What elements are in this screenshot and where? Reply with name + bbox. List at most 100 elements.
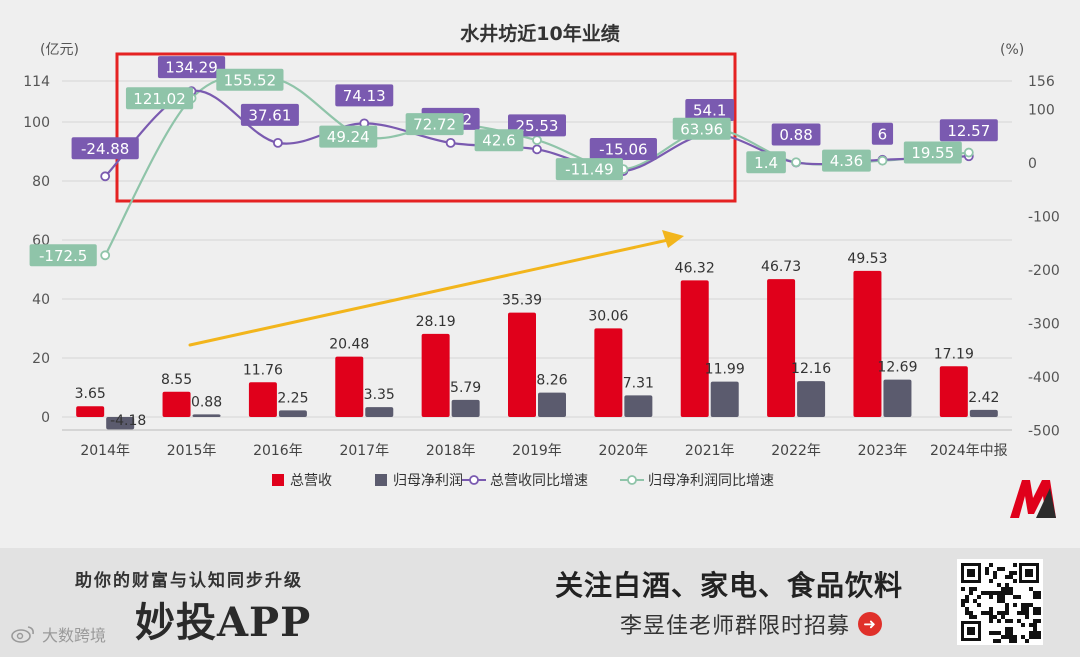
label-revenue-growth: 6 — [878, 125, 888, 143]
label-profit-growth-bg — [319, 125, 378, 148]
label-profit-growth-box: 155.52 — [216, 68, 284, 91]
chart-area: 水井坊近10年业绩 (亿元) (%) 0 20 40 60 80 100 114 156 100… — [23, 22, 1060, 518]
label-profit-growth: 63.96 — [680, 120, 723, 138]
label-profit-growth-box: 42.6 — [474, 129, 524, 152]
bar-label-profit: 8.26 — [536, 373, 567, 389]
left-tick-label: 100 — [23, 115, 50, 131]
label-profit-growth: 4.36 — [830, 152, 863, 170]
bar-profit — [451, 399, 480, 417]
label-profit-growth-box: 121.02 — [125, 87, 194, 110]
point-profit-growth — [532, 135, 542, 146]
bar-label-revenue: 20.48 — [329, 337, 369, 353]
chart-title: 水井坊近10年业绩 — [460, 22, 619, 45]
bar-revenue — [508, 312, 536, 417]
app-name: 妙投APP — [135, 599, 312, 646]
label-profit-growth-bg — [216, 68, 284, 91]
bar-profit — [883, 379, 912, 417]
label-profit-growth-box: 1.4 — [746, 151, 786, 174]
bar-label-revenue: 35.39 — [502, 293, 542, 309]
annotations — [115, 52, 737, 347]
label-revenue-growth-box: 6 — [871, 122, 894, 145]
bar-label-revenue: 28.19 — [416, 314, 456, 330]
label-profit-growth-bg — [672, 117, 731, 140]
point-revenue-growth — [532, 144, 542, 155]
bar-revenue — [162, 391, 191, 417]
label-revenue-growth-box: 37.61 — [240, 103, 299, 126]
x-tick-label: 2017年 — [339, 443, 389, 459]
label-revenue-growth: -24.88 — [81, 140, 129, 158]
weibo-icon — [11, 626, 34, 643]
label-revenue-growth-bg — [335, 84, 394, 107]
right-axis-unit: (%) — [1000, 42, 1024, 58]
bar-label-revenue: 3.65 — [75, 386, 106, 402]
bar-profit — [278, 410, 307, 417]
point-profit-growth — [963, 147, 974, 158]
label-profit-growth-bg — [555, 158, 623, 181]
right-tick-label: -400 — [1028, 370, 1060, 386]
bar-label-profit: 0.88 — [191, 394, 222, 410]
label-revenue-growth: 0.88 — [779, 126, 812, 144]
left-tick-label: 80 — [32, 174, 50, 190]
promo-subline[interactable]: 李昱佳老师群限时招募 ➜ — [620, 608, 883, 640]
label-profit-growth: -11.49 — [565, 161, 613, 179]
bar-label-profit: -4.18 — [110, 413, 146, 429]
bar-label-revenue: 46.73 — [761, 259, 801, 275]
left-tick-label: 40 — [32, 292, 50, 308]
legend-swatch — [375, 474, 387, 486]
bar-label-profit: 2.42 — [968, 390, 999, 406]
bar-revenue — [248, 382, 277, 417]
bar-label-revenue: 11.76 — [243, 362, 283, 378]
legend-swatch — [272, 474, 284, 486]
trend-arrow — [188, 230, 684, 347]
label-profit-growth-bg — [405, 113, 464, 136]
label-revenue-growth-box: -24.88 — [71, 137, 139, 160]
label-revenue-growth-box: 54.1 — [685, 99, 735, 122]
bar-profit — [969, 409, 998, 417]
label-revenue-growth-bg — [589, 138, 657, 161]
bar-revenue — [767, 279, 796, 417]
label-profit-growth-box: 19.55 — [903, 141, 962, 164]
label-revenue-growth-bg — [939, 119, 998, 142]
bar-label-revenue: 30.06 — [588, 308, 628, 324]
x-tick-label: 2020年 — [599, 443, 649, 459]
bar-profit — [106, 417, 135, 430]
right-tick-label: 156 — [1028, 74, 1055, 90]
x-tick-label: 2024年中报 — [930, 443, 1008, 459]
label-revenue-growth-box: 12.57 — [939, 119, 998, 142]
x-tick-label: 2018年 — [426, 443, 476, 459]
arrow-right-icon[interactable]: ➜ — [858, 612, 883, 636]
point-profit-growth — [100, 250, 111, 261]
legend-swatch-point — [469, 475, 479, 485]
highlight-box — [115, 52, 737, 203]
bar-revenue — [853, 270, 882, 417]
promo-subline-text: 李昱佳老师群限时招募 — [620, 614, 851, 639]
bar-label-profit: 12.16 — [791, 361, 831, 377]
label-revenue-growth-bg — [157, 56, 226, 79]
point-profit-growth — [791, 157, 801, 168]
right-tick-label: 0 — [1028, 156, 1037, 172]
bar-label-profit: 11.99 — [705, 362, 745, 378]
left-tick-label: 114 — [23, 74, 50, 90]
bar-profit — [538, 392, 566, 417]
label-revenue-growth: 74.13 — [343, 87, 386, 105]
bar-profit — [624, 395, 653, 417]
label-profit-growth: 42.6 — [482, 132, 515, 150]
bar-revenue — [680, 280, 709, 417]
label-profit-growth-box: 72.72 — [405, 113, 464, 136]
bar-revenue — [335, 356, 364, 417]
bar-label-revenue: 46.32 — [675, 260, 715, 276]
data-labels: 3.65 8.55 11.76 20.48 28.19 35.39 30.06 46.32 46… — [29, 56, 999, 429]
bar-label-revenue: 8.55 — [161, 372, 192, 388]
brand-logo-icon — [1010, 480, 1056, 518]
footer-banner — [0, 548, 1080, 657]
label-profit-growth-bg — [125, 87, 194, 110]
label-profit-growth-box: 4.36 — [822, 149, 871, 172]
x-tick-label: 2023年 — [858, 443, 908, 459]
bar-profit — [365, 407, 394, 417]
x-tick-label: 2015年 — [167, 443, 217, 459]
label-profit-growth-bg — [903, 141, 962, 164]
bar-revenue — [939, 366, 968, 417]
label-profit-growth-box: -11.49 — [555, 158, 623, 181]
